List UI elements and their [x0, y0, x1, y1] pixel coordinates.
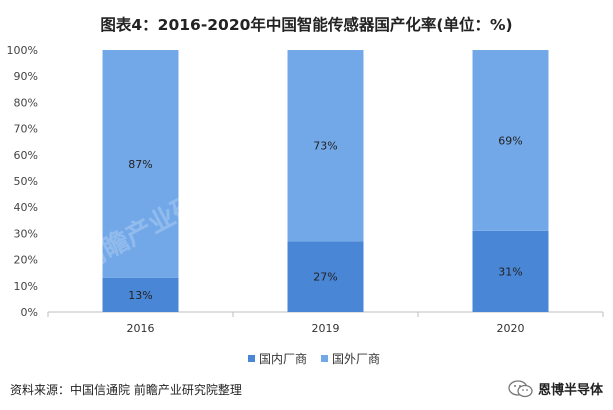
brand-badge: 恩博半导体 [508, 379, 603, 398]
data-label: 31% [498, 265, 522, 278]
chart-legend: 国内厂商 国外厂商 [248, 350, 394, 367]
data-label: 87% [128, 158, 152, 171]
wechat-icon [508, 379, 533, 397]
y-tick-label: 80% [14, 96, 38, 109]
legend-swatch-foreign [321, 355, 329, 362]
data-label: 73% [313, 140, 337, 153]
bar-segment-foreign [102, 50, 179, 278]
brand-name: 恩博半导体 [537, 383, 603, 398]
y-tick-label: 70% [14, 123, 38, 136]
y-tick-label: 90% [14, 70, 38, 83]
data-label: 27% [313, 271, 337, 284]
y-tick-label: 60% [14, 149, 38, 162]
legend-swatch-domestic [248, 355, 255, 362]
x-tick-label: 2016 [127, 322, 155, 335]
y-tick-label: 50% [14, 175, 38, 188]
y-tick-label: 30% [14, 227, 38, 240]
y-tick-label: 40% [14, 201, 38, 214]
bar-segment-domestic [287, 241, 364, 312]
data-label: 69% [498, 134, 522, 147]
y-tick-label: 20% [14, 254, 38, 267]
data-label: 13% [128, 289, 152, 302]
stacked-bar-chart: 0% 10% 20% 30% 40% 50% 60% 70% 80% 90% 100% 13% 87% 2… [7, 44, 604, 335]
x-tick-label: 2020 [497, 322, 525, 335]
chart-title: 图表4：2016-2020年中国智能传感器国产化率(单位：%) [100, 16, 513, 34]
legend-label-foreign: 国外厂商 [332, 352, 381, 366]
bar-segment-domestic [102, 277, 179, 312]
legend-item-domestic: 国内厂商 [248, 350, 307, 367]
legend-item-foreign: 国外厂商 [321, 350, 380, 367]
bar-segment-foreign [287, 50, 364, 242]
y-tick-label: 0% [21, 306, 38, 319]
source-note: 资料来源：中国信通院 前瞻产业研究院整理 [10, 383, 242, 397]
legend-label-domestic: 国内厂商 [259, 352, 308, 366]
bar-segment-domestic [472, 230, 549, 312]
bar-segment-foreign [472, 50, 549, 231]
y-tick-label: 10% [14, 280, 38, 293]
y-tick-label: 100% [7, 44, 38, 57]
x-tick-label: 2019 [312, 322, 340, 335]
